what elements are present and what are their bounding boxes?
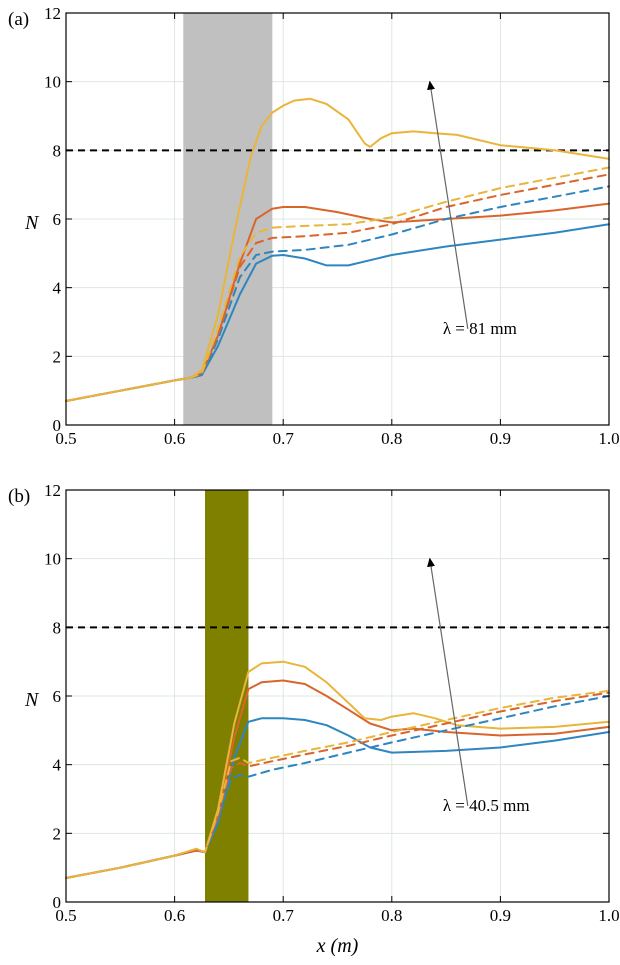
y-tick-label: 12 [44, 4, 61, 23]
y-axis-label: N [24, 212, 40, 234]
panel-label: (a) [8, 9, 29, 30]
series-line-6-dashed [65, 689, 610, 879]
y-tick-label: 4 [53, 279, 62, 298]
series-line-3-solid [65, 660, 610, 879]
y-tick-label: 12 [44, 481, 61, 500]
x-tick-label: 0.7 [273, 906, 295, 925]
y-tick-label: 10 [44, 73, 61, 92]
x-axis-label: x (m) [316, 935, 359, 957]
trend-arrow [427, 80, 469, 329]
y-tick-label: 2 [53, 824, 62, 843]
x-tick-label: 0.8 [381, 906, 402, 925]
y-axis-label: N [24, 689, 40, 711]
series-line-6-dashed [65, 166, 610, 402]
y-tick-label: 2 [53, 347, 62, 366]
x-tick-label: 0.9 [490, 906, 511, 925]
y-tick-label: 10 [44, 550, 61, 569]
y-tick-label: 6 [53, 210, 62, 229]
x-tick-label: 0.5 [55, 906, 76, 925]
y-tick-label: 0 [53, 416, 62, 435]
x-tick-label: 1.0 [598, 906, 619, 925]
x-tick-label: 1.0 [598, 429, 619, 448]
lambda-annotation: λ = 40.5 mm [443, 796, 530, 815]
lambda-annotation: λ = 81 mm [443, 319, 517, 338]
y-tick-label: 6 [53, 687, 62, 706]
y-tick-label: 8 [53, 141, 62, 160]
series-line-3-solid [65, 97, 610, 402]
x-tick-label: 0.5 [55, 429, 76, 448]
x-tick-label: 0.9 [490, 429, 511, 448]
y-tick-label: 8 [53, 618, 62, 637]
series-line-5-dashed [65, 691, 610, 879]
x-tick-label: 0.6 [164, 429, 185, 448]
trend-arrow [427, 557, 469, 806]
panel-a: λ = 81 mm 0.5 0.6 0.7 0.8 0.9 1.0 0 2 4 6 8 10 12 (a) N [8, 4, 620, 448]
y-tick-label: 0 [53, 893, 62, 912]
shaded-band [183, 13, 273, 425]
x-tick-label: 0.8 [381, 429, 402, 448]
x-tick-label: 0.6 [164, 906, 185, 925]
panel-b: λ = 40.5 mm 0.5 0.6 0.7 0.8 0.9 1.0 0 2 4 6 8 10 12 (b… [8, 481, 620, 957]
panel-label: (b) [8, 486, 30, 507]
x-tick-label: 0.7 [273, 429, 295, 448]
y-tick-label: 4 [53, 756, 62, 775]
